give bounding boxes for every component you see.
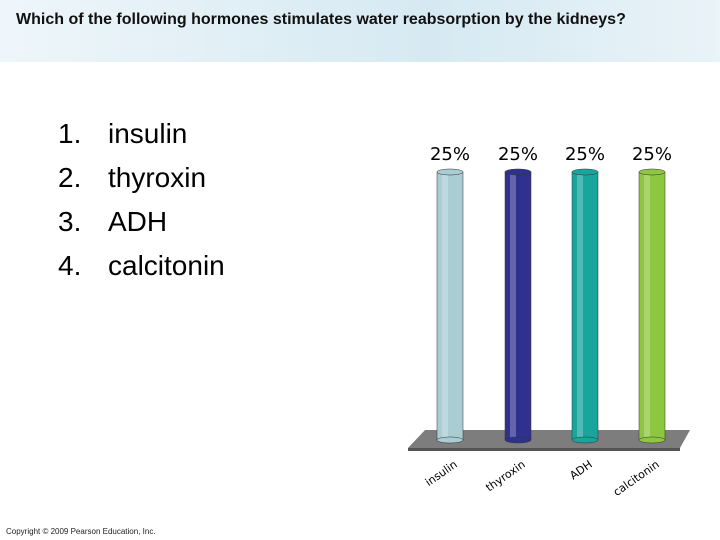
bar-base [638,436,666,444]
option-number: 4. [58,250,82,281]
bar-highlight [577,172,583,440]
option-text: ADH [108,206,168,237]
option-text: thyroxin [108,162,207,193]
bar-base [571,436,599,444]
bar [504,171,532,441]
bar-base [504,436,532,444]
bar-highlight [442,172,448,440]
bar-cap [571,168,599,176]
floor-edge [408,448,680,451]
x-tick-label: insulin [423,458,460,489]
question: Which of the following hormones stimulat… [16,11,626,28]
option: 3. ADH [58,206,167,238]
value-label: 25% [632,144,672,165]
bar-cap [504,168,532,176]
option-number: 3. [58,206,82,237]
bar [571,171,599,441]
bar-cap [436,168,464,176]
value-label: 25% [430,144,470,165]
option: 1. insulin [58,118,187,150]
bar-base [436,436,464,444]
option: 4. calcitonin [58,250,225,282]
x-tick-label: thyroxin [483,458,527,494]
bar [638,171,666,441]
option: 2. thyroxin [58,162,206,194]
option-text: insulin [108,118,188,149]
value-label: 25% [565,144,605,165]
x-tick-label: calcitonin [611,458,662,499]
bar-highlight [644,172,650,440]
header-band [0,0,720,62]
copyright: Copyright © 2009 Pearson Education, Inc. [6,527,156,536]
bar [436,171,464,441]
option-number: 2. [58,162,82,193]
x-tick-label: ADH [567,458,594,483]
value-label: 25% [498,144,538,165]
floor [408,430,690,448]
bar-highlight [510,172,516,440]
bar-cap [638,168,666,176]
option-text: calcitonin [108,250,225,281]
option-number: 1. [58,118,82,149]
